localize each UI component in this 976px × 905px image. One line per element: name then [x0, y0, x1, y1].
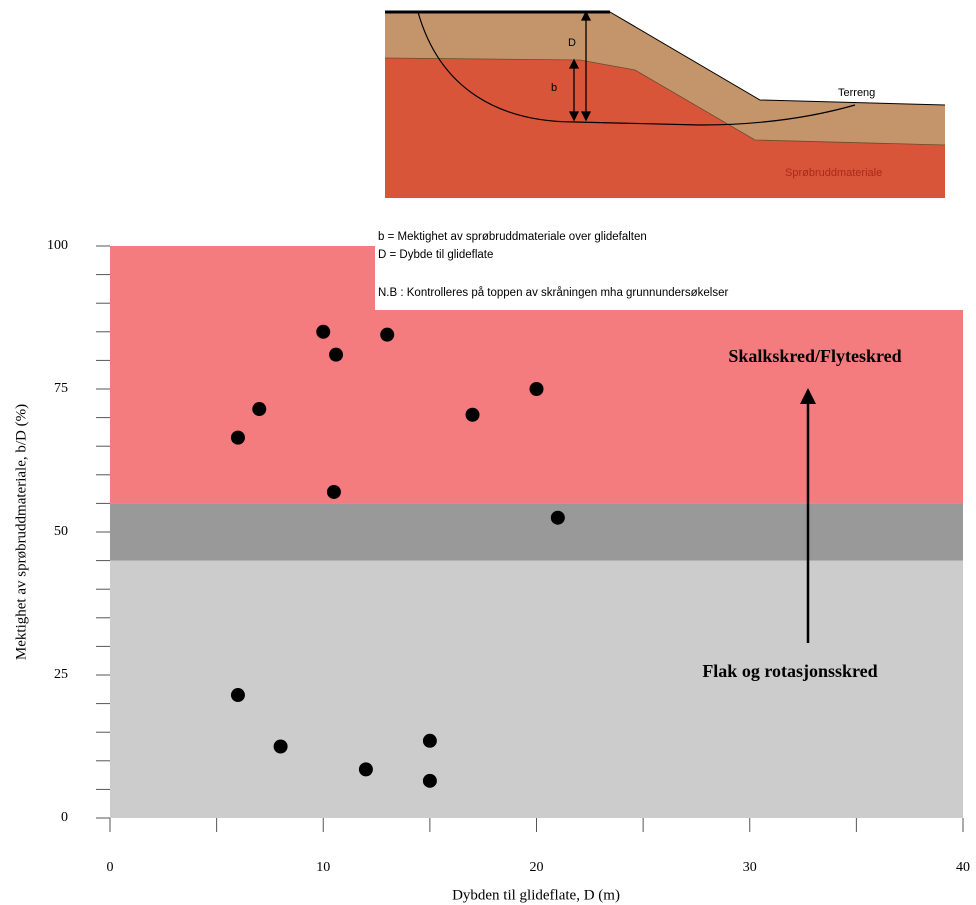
point: [380, 328, 394, 342]
x-tick-label: 0: [107, 860, 114, 875]
point: [551, 511, 565, 525]
legend-text: N.B : Kontrolleres på toppen av skråning…: [378, 287, 728, 299]
y-tick-label: 0: [61, 810, 68, 825]
chart: 0 10 20 30 40 0 25 50 75 100 b = Mektighet av spr…: [0, 0, 976, 905]
x-tick-label: 30: [743, 860, 757, 875]
y-tick-label: 100: [47, 238, 68, 253]
point: [423, 734, 437, 748]
point: [231, 688, 245, 702]
y-tick-label: 50: [54, 524, 68, 539]
annotation: Flak og rotasjonsskred: [702, 661, 877, 681]
legend-text: D = Dybde til glideflate: [378, 249, 493, 261]
point: [466, 408, 480, 422]
point: [359, 762, 373, 776]
x-tick-label: 40: [956, 860, 970, 875]
y-axis-label: Mektighet av sprøbruddmateriale, b/D (%): [13, 404, 29, 660]
legend-text: b = Mektighet av sprøbruddmateriale over…: [378, 231, 647, 243]
point: [329, 348, 343, 362]
y-tick-label: 25: [54, 667, 68, 682]
annotation: Skalkskred/Flyteskred: [728, 346, 901, 366]
point: [231, 431, 245, 445]
point: [327, 485, 341, 499]
point: [423, 774, 437, 788]
x-axis-label: Dybden til glideflate, D (m): [452, 887, 620, 903]
label-D: D: [568, 37, 576, 49]
label-b: b: [551, 82, 557, 94]
point: [252, 402, 266, 416]
zone: [110, 503, 963, 560]
diagram: D b Terreng Sprøbruddmateriale: [385, 10, 945, 200]
point: [530, 382, 544, 396]
label-terrain: Terreng: [838, 87, 875, 99]
label-material: Sprøbruddmateriale: [785, 167, 882, 179]
x-tick-label: 20: [530, 860, 544, 875]
x-tick-label: 10: [316, 860, 330, 875]
point: [316, 325, 330, 339]
plot-area: 0 10 20 30 40 0 25 50 75 100: [47, 238, 970, 875]
y-tick-label: 75: [54, 381, 68, 396]
point: [274, 740, 288, 754]
